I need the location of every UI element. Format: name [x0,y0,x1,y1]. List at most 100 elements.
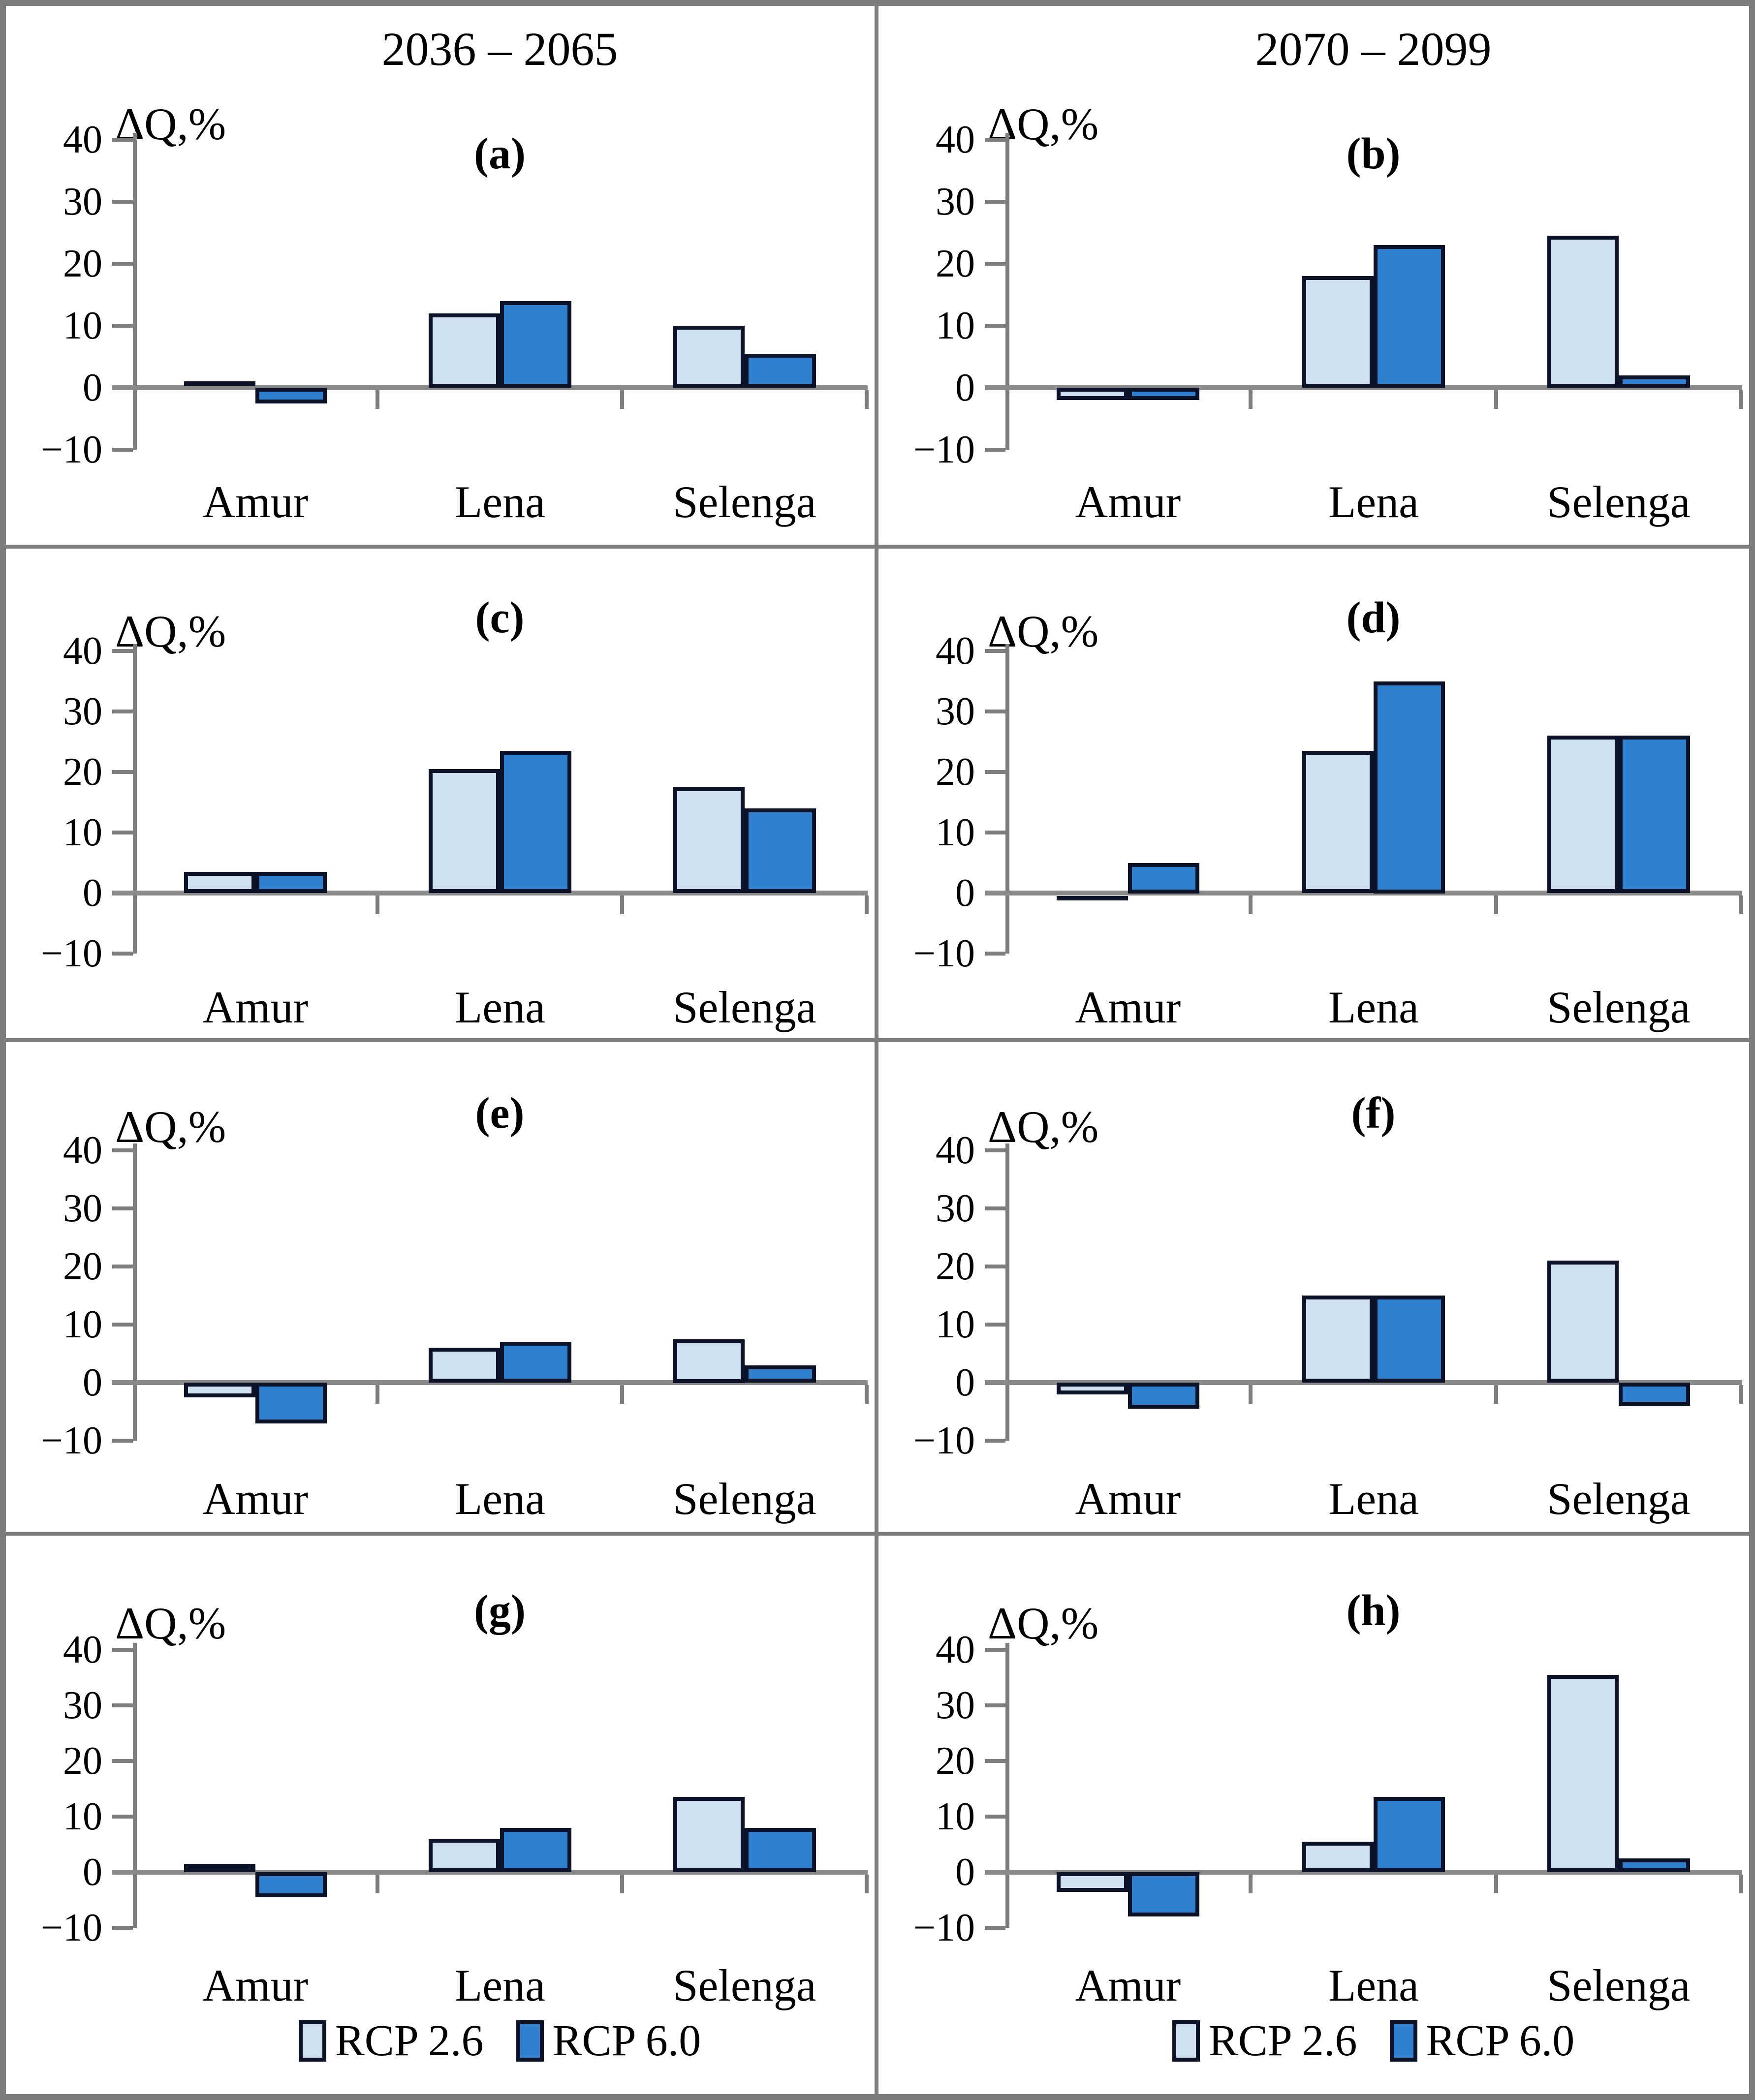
y-tick-label-30: 30 [936,1187,975,1230]
legend-label-rcp-6-0: RCP 6.0 [552,2016,701,2065]
bar-rcp-6-0-lena [1374,681,1445,894]
y-tick-label-40: 40 [63,1628,102,1671]
y-tick-label-40: 40 [63,629,102,673]
y-axis-line [1005,133,1009,450]
bar-rcp-6-0-selenga [1619,375,1690,388]
y-tick-mark-20 [985,262,1005,266]
panel-letter: (c) [475,593,525,642]
x-tick-mark-3 [865,390,869,409]
x-tick-mark-2 [620,390,624,409]
x-category-label-amur: Amur [202,982,309,1032]
legend-swatch-rcp-2-6 [1172,2020,1200,2062]
bar-rcp-2-6-selenga [1547,736,1619,893]
bar-rcp-6-0-amur [1128,863,1199,894]
bar-rcp-2-6-amur [1057,896,1128,900]
y-tick-label-30: 30 [63,1684,102,1727]
x-tick-mark-1 [1249,1385,1253,1404]
y-axis-line [1005,1143,1009,1441]
y-tick-mark--10 [985,1439,1005,1443]
y-tick-label-30: 30 [936,1684,975,1727]
y-tick-label-30: 30 [63,690,102,733]
x-axis-line [112,891,868,896]
x-tick-mark-2 [620,1875,624,1893]
y-tick-mark--10 [985,448,1005,452]
y-tick-mark-30 [112,1703,133,1707]
bar-rcp-2-6-selenga [1547,1261,1619,1383]
horizontal-divider-1 [6,545,1749,549]
x-category-label-amur: Amur [1075,1474,1181,1524]
panel-letter: (e) [475,1089,525,1138]
x-category-label-amur: Amur [202,1474,309,1524]
bar-rcp-2-6-selenga [673,326,745,388]
y-tick-mark-10 [985,831,1005,834]
y-tick-label--10: −10 [40,1419,102,1462]
y-tick-mark-10 [112,831,133,834]
y-tick-mark-20 [985,1265,1005,1268]
y-tick-label-20: 20 [936,1245,975,1288]
y-tick-mark-40 [985,1648,1005,1652]
legend-swatch-rcp-2-6 [298,2020,326,2062]
y-tick-label-40: 40 [936,629,975,673]
x-tick-mark-2 [1494,896,1498,914]
y-tick-label-0: 0 [955,1851,975,1894]
y-tick-label-20: 20 [936,750,975,794]
horizontal-divider-2 [6,1038,1749,1042]
x-tick-mark-3 [865,896,869,914]
bar-rcp-2-6-lena [429,313,500,388]
y-axis-line [1005,1643,1009,1928]
y-tick-label-10: 10 [63,1303,102,1346]
y-tick-mark-40 [985,649,1005,653]
y-tick-mark-30 [985,710,1005,713]
y-tick-label-0: 0 [955,871,975,915]
y-tick-label-20: 20 [63,1739,102,1783]
y-tick-mark-20 [112,770,133,774]
bar-rcp-6-0-selenga [745,1365,816,1383]
x-tick-mark-3 [865,1875,869,1893]
y-tick-mark-30 [112,200,133,204]
horizontal-divider-3 [6,1532,1749,1536]
legend: RCP 2.6 RCP 6.0 [133,2017,867,2065]
x-tick-mark-3 [1739,896,1743,914]
y-tick-label-20: 20 [63,1245,102,1288]
legend-item-rcp-2-6: RCP 2.6 [1172,2017,1357,2065]
y-tick-label-40: 40 [63,1129,102,1172]
x-axis-line [985,1870,1742,1875]
bar-rcp-2-6-lena [1302,1296,1374,1383]
y-tick-mark-20 [985,1759,1005,1763]
bar-rcp-6-0-lena [500,1828,571,1872]
panel-f: ΔQ,% (f) 40 30 20 10 0 −10 Amur Lena Selenga [878,1042,1749,1532]
panel-letter: (a) [474,129,526,178]
legend-item-rcp-6-0: RCP 6.0 [1389,2017,1574,2065]
x-tick-mark-1 [376,1385,379,1404]
y-tick-mark-40 [112,138,133,142]
x-tick-mark-1 [1249,1875,1253,1893]
bar-rcp-6-0-amur [255,1383,327,1423]
y-tick-label-30: 30 [936,180,975,223]
legend-item-rcp-2-6: RCP 2.6 [298,2017,484,2065]
x-category-label-selenga: Selenga [673,1960,816,2010]
x-tick-mark-1 [376,390,379,409]
panel-e: ΔQ,% (e) 40 30 20 10 0 −10 Amur Lena Selenga [6,1042,875,1532]
bar-rcp-6-0-lena [1374,1797,1445,1872]
y-tick-label--10: −10 [913,1419,975,1462]
y-tick-mark-10 [985,1815,1005,1819]
legend-item-rcp-6-0: RCP 6.0 [516,2017,701,2065]
y-tick-mark-40 [112,1148,133,1152]
y-tick-mark-30 [112,710,133,713]
y-tick-label--10: −10 [913,932,975,975]
y-tick-label-40: 40 [936,1628,975,1671]
y-tick-mark--10 [112,1439,133,1443]
y-tick-mark-30 [985,1703,1005,1707]
y-axis-line [133,1643,137,1928]
bar-rcp-2-6-selenga [673,787,745,893]
x-tick-mark-1 [376,896,379,914]
x-category-label-amur: Amur [1075,1960,1181,2010]
x-category-label-amur: Amur [1075,982,1181,1032]
y-tick-label-0: 0 [83,366,102,409]
bar-rcp-6-0-selenga [1619,1383,1690,1406]
y-tick-label-0: 0 [83,1361,102,1404]
x-axis-line [985,1380,1742,1385]
y-tick-label-0: 0 [83,871,102,915]
y-tick-label-10: 10 [936,304,975,347]
bar-rcp-2-6-selenga [673,1797,745,1872]
